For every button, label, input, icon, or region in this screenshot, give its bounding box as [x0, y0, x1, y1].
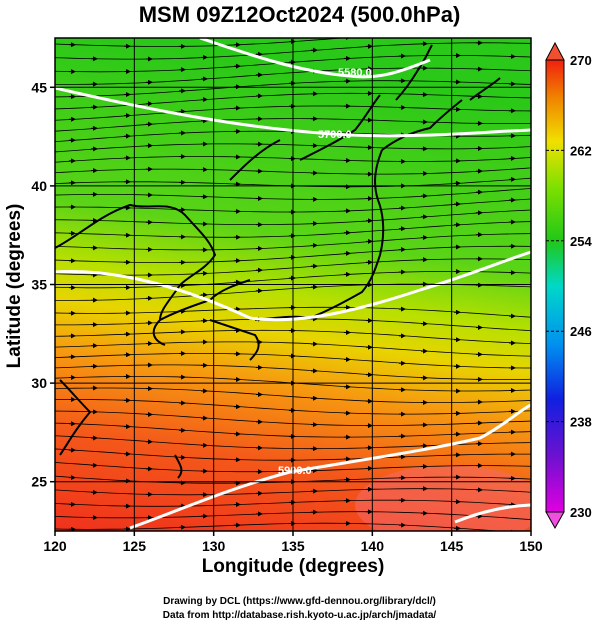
- x-tick-label: 140: [361, 538, 385, 554]
- streamline: [55, 387, 531, 404]
- streamline: [55, 306, 531, 318]
- streamline: [55, 209, 531, 225]
- streamline: [55, 221, 531, 238]
- streamline: [55, 105, 531, 121]
- colorbar-max-arrow: [545, 41, 565, 61]
- geopotential-contours: [55, 38, 531, 530]
- streamline: [55, 198, 531, 213]
- streamline: [55, 118, 531, 132]
- wind-streamlines: [55, 38, 531, 531]
- y-tick-label: 45: [31, 79, 47, 95]
- x-axis-ticks: 120 125 130 135 140 145 150: [43, 531, 543, 554]
- y-axis-label: Latitude (degrees): [4, 203, 25, 369]
- y-tick-label: 40: [31, 178, 47, 194]
- credit-drawing: Drawing by DCL (https://www.gfd-dennou.o…: [163, 596, 436, 607]
- streamline: [55, 80, 531, 98]
- contour-label-5700: 5700.0: [318, 129, 352, 141]
- streamline: [55, 422, 531, 438]
- colorbar-tick-label: 238: [570, 415, 592, 430]
- streamline: [55, 341, 531, 357]
- colorbar-ticks: 230 238 246 254 262 270: [546, 53, 592, 520]
- streamline: [55, 353, 531, 369]
- contour-line-5900-east: [454, 503, 531, 524]
- contour-label-5580: 5580.0: [338, 67, 372, 79]
- x-tick-label: 145: [440, 538, 464, 554]
- streamline: [55, 156, 531, 163]
- streamline: [55, 364, 531, 380]
- x-tick-label: 135: [281, 538, 305, 554]
- colorbar-tick-label: 230: [570, 505, 592, 520]
- contour-line-5900: [129, 403, 531, 530]
- streamline: [55, 38, 348, 47]
- streamline: [55, 410, 531, 426]
- streamline: [55, 67, 531, 85]
- streamline: [55, 143, 531, 153]
- contour-label-5900: 5900.0: [278, 465, 312, 477]
- lat-lon-grid: [55, 38, 531, 531]
- y-tick-label: 35: [31, 277, 47, 293]
- streamline: [55, 329, 531, 345]
- streamline: [55, 271, 531, 289]
- streamline: [55, 55, 531, 73]
- colorbar-tick-label: 254: [570, 234, 592, 249]
- streamline: [55, 245, 531, 263]
- x-axis-label: Longitude (degrees): [201, 556, 385, 577]
- contour-line-5700-north: [55, 86, 531, 138]
- y-tick-label: 30: [31, 375, 47, 391]
- colorbar: 230 238 246 254 262 270: [545, 41, 592, 530]
- x-tick-label: 125: [123, 538, 147, 554]
- streamline: [55, 42, 531, 60]
- colorbar-tick-label: 246: [570, 324, 592, 339]
- contour-line-5700-south: [55, 250, 531, 322]
- contour-line-5580: [199, 38, 431, 79]
- figure-title: MSM 09Z12Oct2024 (500.0hPa): [138, 2, 461, 27]
- streamline: [55, 399, 531, 415]
- colorbar-scale: [545, 59, 565, 513]
- credit-data: Data from http://database.rish.kyoto-u.a…: [162, 610, 437, 621]
- streamline: [55, 167, 531, 175]
- x-tick-label: 120: [43, 538, 67, 554]
- streamline: [55, 522, 505, 531]
- streamline: [55, 188, 531, 200]
- streamline: [55, 233, 531, 251]
- streamline: [55, 499, 531, 507]
- colorbar-tick-label: 270: [570, 53, 592, 68]
- streamline: [55, 448, 531, 461]
- colorbar-min-arrow: [545, 511, 565, 530]
- streamline: [55, 435, 531, 450]
- y-tick-label: 25: [31, 474, 47, 490]
- streamline: [55, 258, 531, 276]
- plot-area: 5580.0 5700.0 5900.0: [55, 38, 531, 531]
- colorbar-tick-label: 262: [570, 143, 592, 158]
- streamline: [55, 488, 531, 496]
- streamline: [55, 511, 531, 520]
- x-tick-label: 150: [519, 538, 543, 554]
- x-tick-label: 130: [202, 538, 226, 554]
- y-axis-ticks: 25 30 35 40 45: [31, 79, 55, 490]
